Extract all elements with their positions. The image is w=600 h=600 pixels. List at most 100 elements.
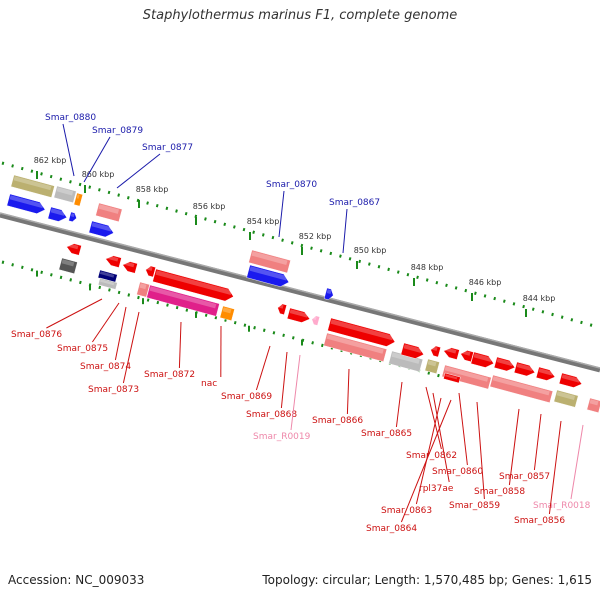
- gene-feature: [470, 351, 494, 368]
- leader-line-bottom: [280, 351, 288, 409]
- gene-gloss: [561, 374, 581, 383]
- gene-gloss: [473, 353, 493, 362]
- gene-label-top: Smar_0867: [329, 198, 380, 208]
- gene-shape: [400, 342, 424, 359]
- gene-feature: [53, 185, 77, 204]
- gene-shape: [122, 261, 138, 274]
- gene-gloss: [251, 251, 288, 266]
- ruler-label: 858 kbp: [136, 185, 169, 194]
- gene-feature: [443, 372, 461, 384]
- gene-shape: [68, 211, 77, 222]
- gene-shape: [327, 317, 396, 347]
- gene-feature: [441, 364, 492, 390]
- gene-shape: [66, 243, 82, 256]
- gene-shape: [558, 372, 583, 388]
- gene-shape: [105, 255, 122, 268]
- gene-shape: [323, 332, 388, 362]
- gene-label-bottom: Smar_0875: [57, 344, 108, 354]
- gene-feature: [58, 257, 78, 275]
- leader-line-bottom: [533, 413, 542, 471]
- gene-feature: [248, 249, 291, 274]
- gene-gloss: [516, 363, 534, 372]
- gene-shape: [424, 358, 440, 374]
- leader-line-bottom: [255, 345, 271, 391]
- gene-feature: [323, 287, 334, 300]
- gene-shape: [6, 193, 46, 214]
- gene-label-bottom: Smar_0856: [514, 516, 565, 526]
- gene-shape: [136, 281, 150, 298]
- gene-gloss: [445, 374, 458, 380]
- gene-feature: [513, 361, 536, 377]
- gene-shape: [441, 364, 492, 390]
- gene-gloss: [427, 360, 437, 367]
- gene-shape: [535, 366, 556, 381]
- gene-label-bottom: Smar_0860: [432, 467, 483, 477]
- gene-label-bottom: Smar_0866: [312, 416, 363, 426]
- gene-gloss: [326, 334, 384, 354]
- ruler-label: 848 kbp: [411, 263, 444, 272]
- gene-gloss: [149, 286, 217, 309]
- gene-feature: [97, 277, 118, 290]
- gene-feature: [327, 317, 396, 347]
- gene-label-bottom: Smar_0863: [381, 506, 432, 516]
- leader-line-top: [116, 153, 161, 189]
- gene-shape: [47, 206, 68, 222]
- gene-gloss: [98, 204, 120, 214]
- gene-shape: [286, 307, 311, 323]
- gene-feature: [558, 372, 583, 388]
- gene-shape: [10, 174, 55, 198]
- gene-feature: [311, 315, 321, 326]
- leader-line-top: [342, 208, 348, 254]
- gene-gloss: [289, 309, 309, 318]
- gene-label-bottom: Smar_0872: [144, 370, 195, 380]
- gene-label-top: Smar_0877: [142, 143, 193, 153]
- gene-shape: [513, 361, 536, 377]
- gene-gloss: [222, 307, 232, 314]
- gene-label-bottom: Smar_0862: [406, 451, 457, 461]
- gene-gloss: [492, 376, 550, 396]
- gene-gloss: [67, 243, 79, 250]
- gene-feature: [145, 265, 156, 278]
- gene-gloss: [431, 346, 438, 351]
- gene-shape: [88, 220, 114, 238]
- gene-label-bottom: Smar_0868: [246, 410, 297, 420]
- genome-summary-text: Topology: circular; Length: 1,570,485 bp…: [262, 573, 592, 587]
- gene-gloss: [312, 316, 317, 321]
- gene-feature: [443, 347, 460, 360]
- gene-gloss: [556, 391, 576, 400]
- ruler-label: 844 kbp: [523, 294, 556, 303]
- gene-gloss: [403, 344, 423, 353]
- gene-shape: [470, 351, 494, 368]
- gene-label-bottom: Smar_0864: [366, 524, 417, 534]
- gene-gloss: [91, 222, 113, 232]
- gene-shape: [311, 315, 321, 326]
- leader-line-bottom: [548, 420, 562, 515]
- ruler-label: 856 kbp: [193, 202, 226, 211]
- leader-line-bottom: [395, 381, 403, 428]
- gene-shape: [460, 350, 474, 363]
- genome-backbone-highlight: [0, 212, 600, 369]
- gene-shape: [553, 389, 579, 408]
- gene-shape: [493, 356, 516, 372]
- gene-gloss: [50, 208, 66, 216]
- gene-shape: [219, 305, 235, 321]
- leader-line-bottom: [415, 397, 442, 505]
- gene-shape: [58, 257, 78, 275]
- leader-line-bottom: [46, 298, 103, 329]
- gene-feature: [73, 192, 84, 207]
- gene-gloss: [146, 266, 153, 271]
- gene-gloss: [56, 187, 74, 196]
- map-title: Staphylothermus marinus F1, complete gen…: [142, 8, 458, 23]
- gene-feature: [10, 174, 55, 198]
- gene-gloss: [61, 259, 75, 267]
- gene-gloss: [326, 289, 332, 294]
- gene-shape: [145, 265, 156, 278]
- leader-line-bottom: [570, 424, 584, 500]
- gene-shape: [152, 268, 234, 302]
- gene-feature: [68, 211, 77, 222]
- gene-feature: [95, 202, 123, 223]
- gene-feature: [146, 284, 220, 317]
- gene-label-bottom: Smar_0869: [221, 392, 272, 402]
- gene-label-bottom: Smar_0859: [449, 501, 500, 511]
- gene-feature: [460, 350, 474, 363]
